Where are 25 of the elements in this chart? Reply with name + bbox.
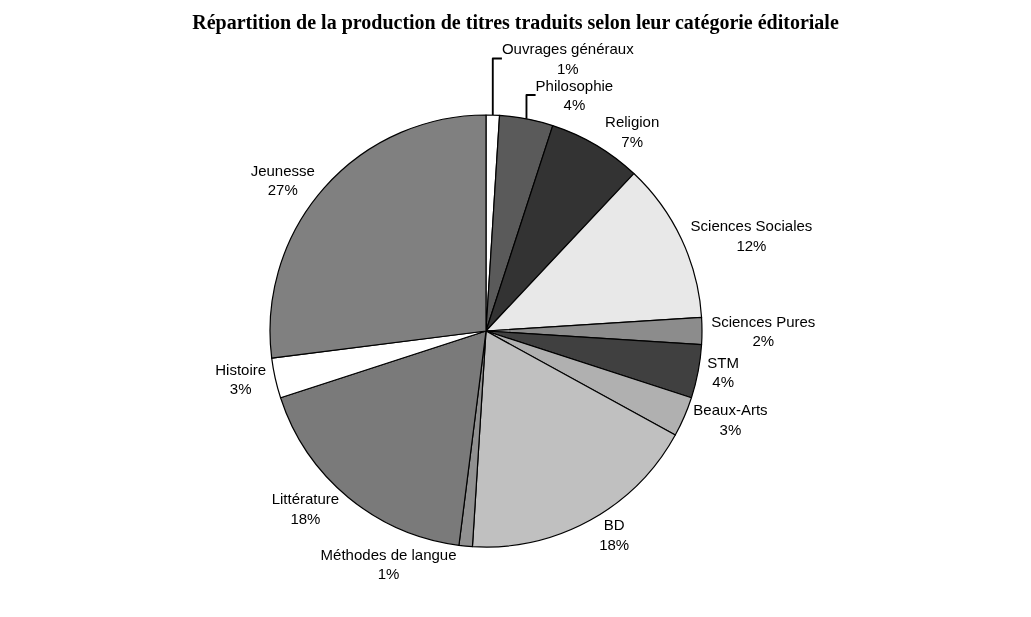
data-label: 7% (621, 132, 644, 150)
data-label: 3% (229, 380, 252, 398)
slice-label: Jeunesse (250, 161, 315, 179)
data-label: 3% (719, 420, 742, 438)
slice-label: Sciences Sociales (690, 217, 813, 235)
data-label: 12% (736, 236, 767, 254)
data-label: 2% (752, 332, 775, 350)
data-label: 4% (563, 96, 586, 114)
slice-label: Ouvrages généraux (501, 40, 635, 58)
data-label: 4% (712, 373, 734, 391)
slice-label: BD (603, 516, 625, 534)
data-label: 18% (599, 535, 630, 553)
data-label: 27% (267, 181, 298, 199)
data-label: 18% (290, 509, 321, 527)
slice-label: STM (707, 353, 739, 371)
slice-label: Beaux-Arts (693, 401, 768, 419)
data-label: 1% (377, 565, 400, 583)
slice-label: Philosophie (535, 76, 614, 94)
slice-label: Littérature (271, 490, 340, 508)
slice-label: Religion (605, 113, 660, 131)
slice-label: Sciences Pures (711, 312, 816, 330)
slice-label: Méthodes de langue (320, 545, 457, 563)
chart-title: Répartition de la production de titres traduits selon leur catégorie éditoriale (192, 11, 839, 35)
slice-label: Histoire (215, 360, 267, 378)
data-label: 1% (556, 59, 579, 77)
